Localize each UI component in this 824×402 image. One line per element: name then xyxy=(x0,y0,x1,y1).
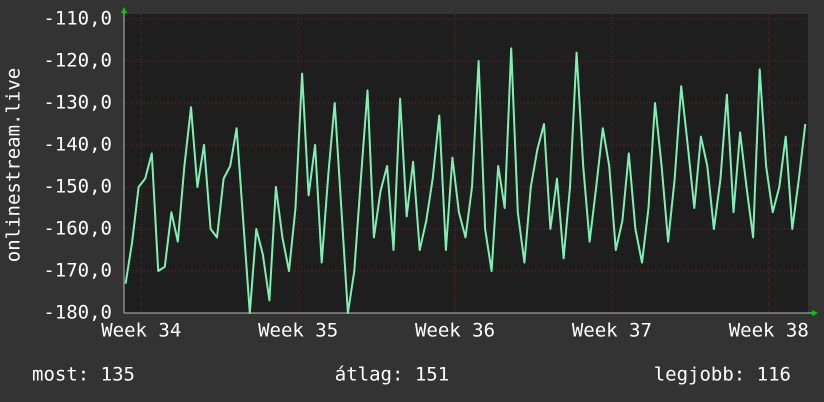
y-axis-label: onlinestream.live xyxy=(3,68,25,262)
y-tick-label: -130,0 xyxy=(43,92,112,114)
plot-area xyxy=(124,14,808,313)
stat-best: legjobb: 116 xyxy=(654,364,791,386)
y-axis-arrow xyxy=(121,7,127,13)
y-tick-label: -170,0 xyxy=(43,260,112,282)
y-tick-label: -140,0 xyxy=(43,134,112,156)
x-tick-label: Week 38 xyxy=(729,320,809,342)
x-tick-label: Week 37 xyxy=(572,320,652,342)
x-axis-arrow xyxy=(812,310,818,316)
x-tick-label: Week 35 xyxy=(258,320,338,342)
x-tick-label: Week 36 xyxy=(415,320,495,342)
x-tick-label: Week 34 xyxy=(101,320,181,342)
stat-now: most: 135 xyxy=(32,364,135,386)
y-tick-label: -150,0 xyxy=(43,176,112,198)
stat-average: átlag: 151 xyxy=(335,364,449,386)
y-tick-label: -160,0 xyxy=(43,218,112,240)
y-tick-label: -120,0 xyxy=(43,50,112,72)
y-tick-label: -180,0 xyxy=(43,302,112,324)
y-tick-label: -110,0 xyxy=(43,8,112,30)
data-line xyxy=(124,47,807,314)
